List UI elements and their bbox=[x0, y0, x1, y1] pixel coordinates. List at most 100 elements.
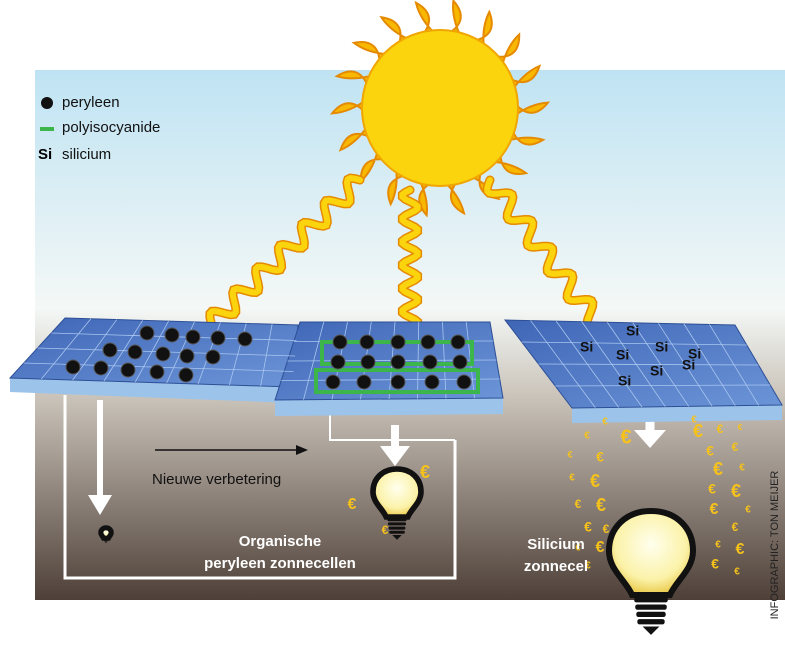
perylene bbox=[211, 331, 225, 345]
perylene bbox=[425, 375, 439, 389]
perylene bbox=[391, 355, 405, 369]
euro-sign: € bbox=[584, 431, 590, 442]
bulb-base bbox=[389, 531, 405, 534]
perylene bbox=[360, 335, 374, 349]
euro-sign: € bbox=[739, 463, 745, 474]
si-atom: Si bbox=[626, 323, 639, 339]
perylene bbox=[333, 335, 347, 349]
bulb-base bbox=[636, 612, 665, 617]
perylene bbox=[391, 335, 405, 349]
euro-sign: € bbox=[713, 459, 723, 479]
euro-sign: € bbox=[738, 423, 743, 432]
euro-sign: € bbox=[567, 449, 572, 459]
si-atom: Si bbox=[650, 363, 663, 379]
si-atom: Si bbox=[655, 339, 668, 355]
bulb-glass bbox=[373, 469, 421, 517]
si-atom: Si bbox=[616, 347, 629, 363]
perylene bbox=[238, 332, 252, 346]
legend-label: polyisocyanide bbox=[62, 119, 160, 136]
euro-sign: € bbox=[732, 440, 739, 454]
bulb-base bbox=[104, 539, 108, 540]
perylene bbox=[128, 345, 142, 359]
perylene bbox=[94, 361, 108, 375]
bulb-base bbox=[104, 540, 108, 541]
euro-sign: € bbox=[736, 541, 745, 558]
perylene bbox=[66, 360, 80, 374]
panel-edge bbox=[275, 398, 503, 416]
perylene bbox=[453, 355, 467, 369]
legend-label: silicium bbox=[62, 146, 111, 163]
caption: Silicium bbox=[527, 536, 585, 553]
bulb-base bbox=[104, 541, 107, 542]
euro-sign: € bbox=[420, 462, 430, 482]
bulb-glass bbox=[609, 511, 693, 595]
perylene bbox=[451, 335, 465, 349]
caption: peryleen zonnecellen bbox=[204, 555, 356, 572]
si-atom: Si bbox=[580, 339, 593, 355]
legend-dot bbox=[41, 97, 53, 109]
infographic: SiSiSiSiSiSiSiSi €€€€€€€€€€€€€€€€€€€€€€€… bbox=[0, 0, 785, 653]
euro-sign: € bbox=[693, 421, 703, 441]
perylene bbox=[326, 375, 340, 389]
bulb-base bbox=[387, 518, 406, 521]
perylene bbox=[331, 355, 345, 369]
bulb-base bbox=[635, 604, 667, 609]
perylene bbox=[457, 375, 471, 389]
perylene bbox=[165, 328, 179, 342]
annotation: Nieuwe verbetering bbox=[152, 471, 281, 488]
sun-disc bbox=[362, 30, 518, 186]
euro-sign: € bbox=[710, 501, 719, 518]
euro-sign: € bbox=[711, 556, 719, 572]
euro-sign: € bbox=[717, 422, 724, 436]
euro-sign: € bbox=[731, 481, 741, 501]
euro-sign: € bbox=[584, 519, 592, 535]
perylene bbox=[140, 326, 154, 340]
bulb-glass bbox=[101, 528, 111, 538]
legend-symbol: Si bbox=[38, 146, 52, 163]
caption: Organische bbox=[239, 533, 322, 550]
credit: INFOGRAPHIC: TON MEIJER bbox=[769, 471, 781, 620]
euro-sign: € bbox=[715, 540, 721, 551]
perylene bbox=[150, 365, 164, 379]
perylene bbox=[179, 368, 193, 382]
perylene bbox=[357, 375, 371, 389]
euro-sign: € bbox=[706, 443, 714, 459]
euro-sign: € bbox=[575, 497, 582, 511]
bulb-base bbox=[389, 527, 406, 530]
euro-sign: € bbox=[732, 520, 739, 534]
bulb-base bbox=[637, 619, 664, 624]
legend-label: peryleen bbox=[62, 94, 120, 111]
perylene bbox=[423, 355, 437, 369]
euro-sign: € bbox=[620, 426, 631, 448]
bulb-base bbox=[634, 597, 668, 602]
perylene bbox=[206, 350, 220, 364]
euro-sign: € bbox=[382, 523, 389, 537]
euro-sign: € bbox=[603, 522, 610, 536]
bulb-tip bbox=[643, 627, 660, 635]
euro-sign: € bbox=[596, 495, 606, 515]
euro-sign: € bbox=[348, 496, 357, 513]
euro-sign: € bbox=[734, 567, 740, 578]
perylene bbox=[186, 330, 200, 344]
perylene bbox=[421, 335, 435, 349]
bulb-base bbox=[388, 522, 406, 525]
legend-line bbox=[40, 127, 54, 131]
perylene bbox=[391, 375, 405, 389]
perylene bbox=[103, 343, 117, 357]
caption: zonnecel bbox=[524, 558, 588, 575]
perylene bbox=[156, 347, 170, 361]
si-atom: Si bbox=[618, 373, 631, 389]
euro-sign: € bbox=[745, 505, 751, 516]
euro-sign: € bbox=[590, 471, 600, 491]
euro-sign: € bbox=[596, 539, 605, 556]
bulb bbox=[609, 511, 693, 635]
euro-sign: € bbox=[596, 449, 604, 465]
euro-sign: € bbox=[708, 481, 716, 497]
perylene bbox=[361, 355, 375, 369]
bulb-base bbox=[104, 538, 108, 539]
si-atom: Si bbox=[682, 357, 695, 373]
euro-sign: € bbox=[569, 473, 575, 484]
perylene bbox=[180, 349, 194, 363]
euro-sign: € bbox=[602, 417, 608, 428]
perylene bbox=[121, 363, 135, 377]
